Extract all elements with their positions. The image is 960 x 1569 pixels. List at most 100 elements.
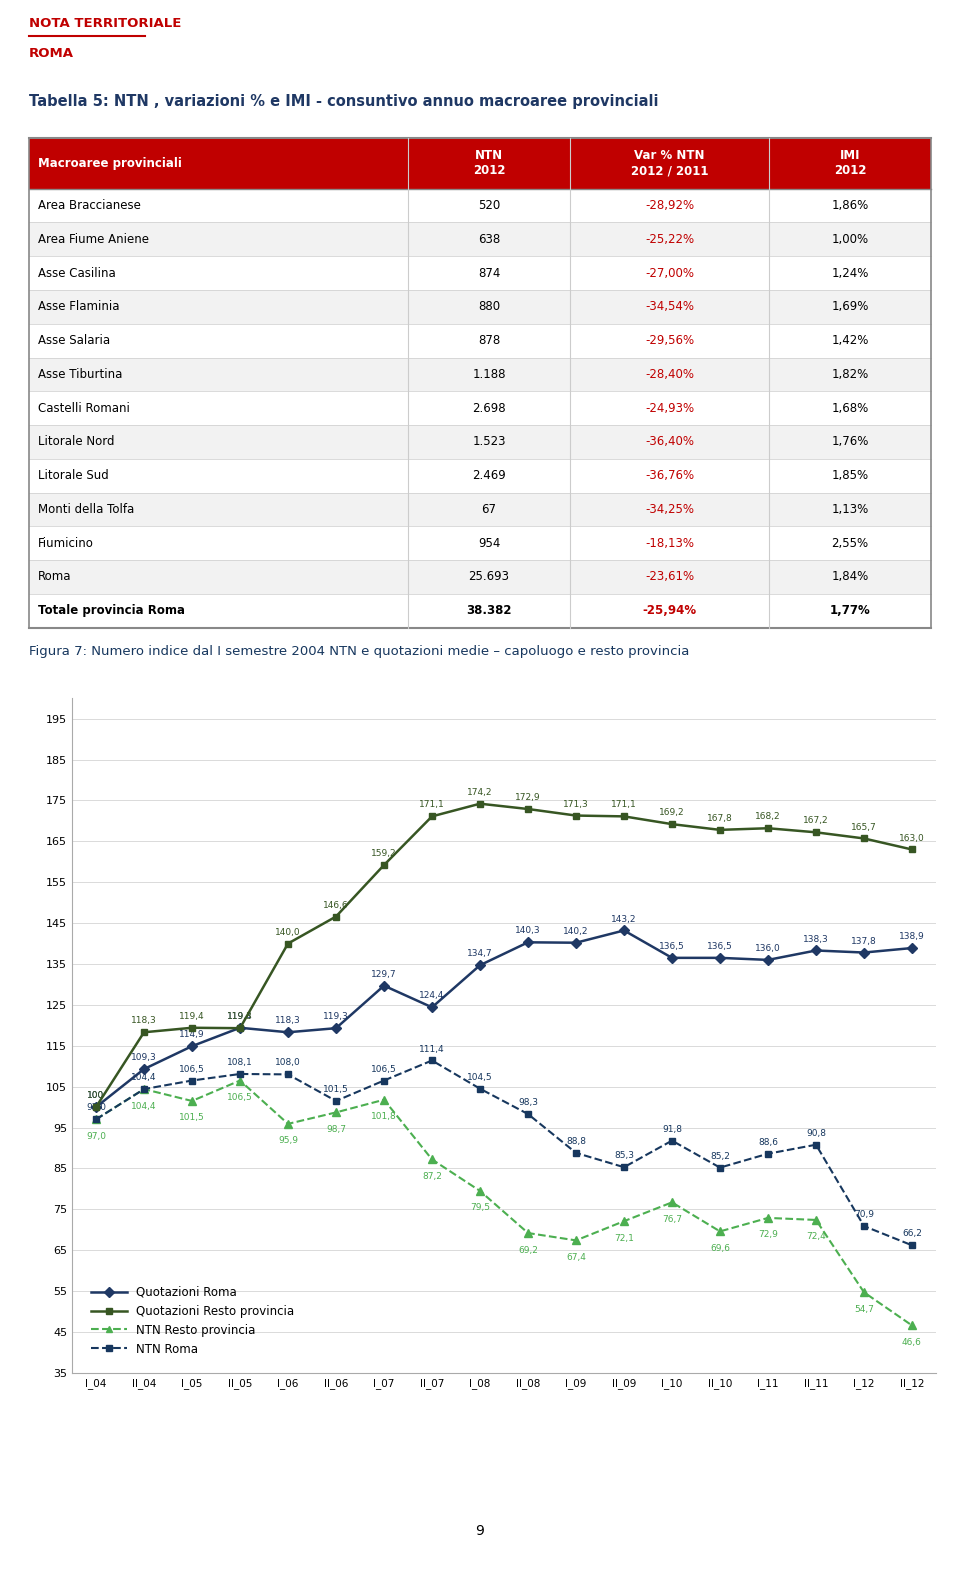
Text: 1,76%: 1,76% [831,436,869,449]
Text: ROMA: ROMA [29,47,74,60]
Text: -29,56%: -29,56% [645,334,694,347]
Text: 97,0: 97,0 [86,1131,106,1141]
Bar [29,526,931,560]
Text: 114,9: 114,9 [180,1031,204,1039]
Text: Castelli Romani: Castelli Romani [37,402,130,414]
Text: 108,0: 108,0 [276,1059,300,1067]
Text: 165,7: 165,7 [852,822,876,832]
Text: 520: 520 [478,199,500,212]
Text: 9: 9 [475,1523,485,1538]
Text: 140,0: 140,0 [276,927,300,937]
Text: -28,40%: -28,40% [645,367,694,381]
Bar [29,188,931,223]
Text: 69,6: 69,6 [710,1244,730,1254]
Text: 171,1: 171,1 [612,800,636,810]
Bar [29,256,931,290]
Text: 1,82%: 1,82% [831,367,869,381]
Bar [29,223,931,256]
Text: 140,3: 140,3 [516,926,540,935]
Text: -36,76%: -36,76% [645,469,694,482]
Bar [29,323,931,358]
Text: Totale provincia Roma: Totale provincia Roma [37,604,185,617]
Text: NOTA TERRITORIALE: NOTA TERRITORIALE [29,17,181,30]
Text: 129,7: 129,7 [372,970,396,979]
Text: 136,0: 136,0 [756,945,780,952]
Text: 54,7: 54,7 [854,1305,874,1313]
Text: 106,5: 106,5 [372,1065,396,1073]
Text: 878: 878 [478,334,500,347]
Text: Asse Casilina: Asse Casilina [37,267,115,279]
Text: 168,2: 168,2 [756,813,780,821]
Text: 119,3: 119,3 [228,1012,252,1021]
Text: 69,2: 69,2 [518,1246,538,1255]
Text: -28,92%: -28,92% [645,199,694,212]
Text: 874: 874 [478,267,500,279]
Text: 72,9: 72,9 [758,1230,778,1240]
Text: 101,5: 101,5 [180,1114,204,1122]
Text: 638: 638 [478,232,500,246]
Text: 174,2: 174,2 [468,788,492,797]
Text: 25.693: 25.693 [468,571,510,584]
Text: 101,8: 101,8 [372,1112,396,1122]
Text: 1,42%: 1,42% [831,334,869,347]
Text: 119,3: 119,3 [324,1012,348,1021]
Text: NTN
2012: NTN 2012 [472,149,505,177]
Bar [29,358,931,391]
Text: 87,2: 87,2 [422,1172,442,1181]
Text: 106,5: 106,5 [228,1094,252,1101]
Text: 171,3: 171,3 [564,800,588,808]
Text: 91,8: 91,8 [662,1125,682,1134]
Text: 111,4: 111,4 [420,1045,444,1053]
Legend: Quotazioni Roma, Quotazioni Resto provincia, NTN Resto provincia, NTN Roma: Quotazioni Roma, Quotazioni Resto provin… [86,1280,299,1360]
Text: 98,3: 98,3 [518,1098,538,1108]
Text: -25,94%: -25,94% [642,604,697,617]
Text: Macroaree provinciali: Macroaree provinciali [37,157,181,169]
Text: Asse Tiburtina: Asse Tiburtina [37,367,122,381]
Text: Monti della Tolfa: Monti della Tolfa [37,504,134,516]
Text: -23,61%: -23,61% [645,571,694,584]
Text: 169,2: 169,2 [660,808,684,817]
Text: 66,2: 66,2 [902,1230,922,1238]
Text: -24,93%: -24,93% [645,402,694,414]
Text: 172,9: 172,9 [516,792,540,802]
Text: 171,1: 171,1 [420,800,444,810]
Text: 85,2: 85,2 [710,1152,730,1161]
Text: 1,77%: 1,77% [829,604,871,617]
Bar [29,290,931,323]
Text: 2.469: 2.469 [472,469,506,482]
Text: -36,40%: -36,40% [645,436,694,449]
Text: Tabella 5: NTN , variazioni % e IMI - consuntivo annuo macroaree provinciali: Tabella 5: NTN , variazioni % e IMI - co… [29,94,659,108]
Text: Fiumicino: Fiumicino [37,537,94,549]
Text: 97,0: 97,0 [86,1103,106,1112]
Text: 167,8: 167,8 [708,814,732,822]
Text: 1.188: 1.188 [472,367,506,381]
Text: 134,7: 134,7 [468,949,492,959]
Bar [29,138,931,188]
Text: 143,2: 143,2 [612,915,636,924]
Text: 88,6: 88,6 [758,1138,778,1147]
Text: 108,1: 108,1 [228,1058,252,1067]
Text: 101,5: 101,5 [324,1086,348,1094]
Text: 118,3: 118,3 [276,1017,300,1025]
Text: 88,8: 88,8 [566,1138,586,1145]
Text: 138,3: 138,3 [804,935,828,943]
Text: 90,8: 90,8 [806,1128,826,1138]
Text: Asse Salaria: Asse Salaria [37,334,110,347]
Text: -27,00%: -27,00% [645,267,694,279]
Text: 954: 954 [478,537,500,549]
Text: 72,4: 72,4 [806,1233,826,1241]
Text: 98,7: 98,7 [326,1125,346,1134]
Text: -25,22%: -25,22% [645,232,694,246]
Text: 1,84%: 1,84% [831,571,869,584]
Text: 104,5: 104,5 [468,1073,492,1081]
Text: 140,2: 140,2 [564,927,588,935]
Text: 95,9: 95,9 [278,1136,298,1145]
Text: 106,5: 106,5 [180,1065,204,1073]
Text: 104,4: 104,4 [132,1073,156,1083]
Text: 163,0: 163,0 [900,833,924,843]
Text: 136,5: 136,5 [708,941,732,951]
Bar [29,458,931,493]
Text: 159,2: 159,2 [372,849,396,858]
Text: 880: 880 [478,300,500,314]
Text: -34,54%: -34,54% [645,300,694,314]
